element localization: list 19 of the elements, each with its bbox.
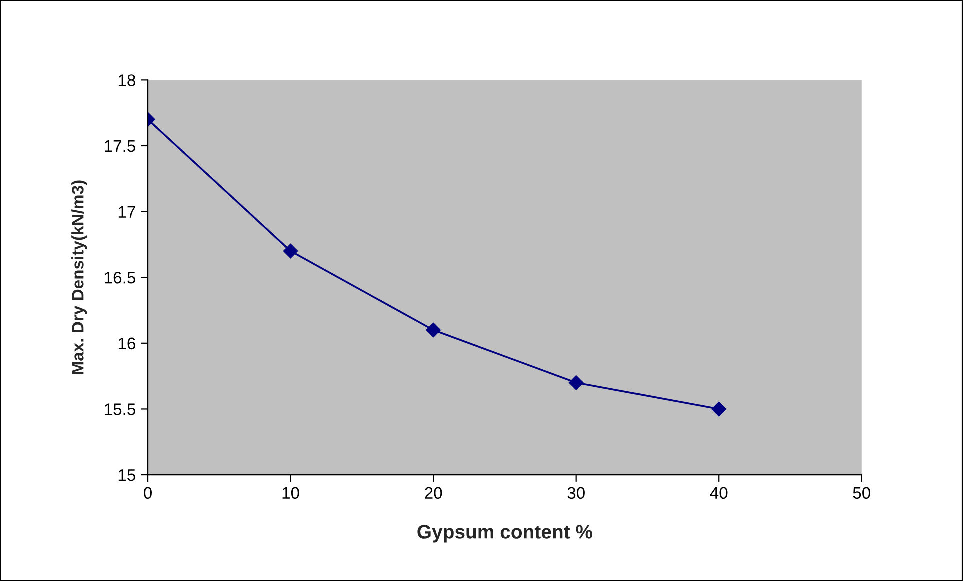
point (568, 376, 584, 390)
point (712, 402, 727, 417)
y-tick-label: 18 (118, 74, 136, 86)
x-tick-label: 30 (568, 487, 585, 500)
x-axis-title: Gypsum content % (418, 525, 592, 543)
y-tick-label: 17 (118, 206, 136, 218)
y-tick-label: 15 (118, 470, 136, 482)
x-tick-label: 20 (425, 487, 442, 500)
y-tick-label: 16.5 (105, 272, 136, 284)
y-tick-label: 17.5 (105, 140, 136, 152)
x-tick-label: 0 (144, 487, 152, 500)
y-axis-title: Max. Dry Density(kN/m3) (72, 180, 88, 374)
x-tick-label: 40 (710, 487, 728, 500)
x-tick-label: 50 (853, 487, 871, 500)
y-tick-label: 15.5 (105, 404, 136, 416)
x-tick-label: 10 (282, 487, 300, 500)
y-tick-label: 16 (118, 338, 136, 350)
point (426, 322, 441, 338)
point (283, 244, 298, 259)
